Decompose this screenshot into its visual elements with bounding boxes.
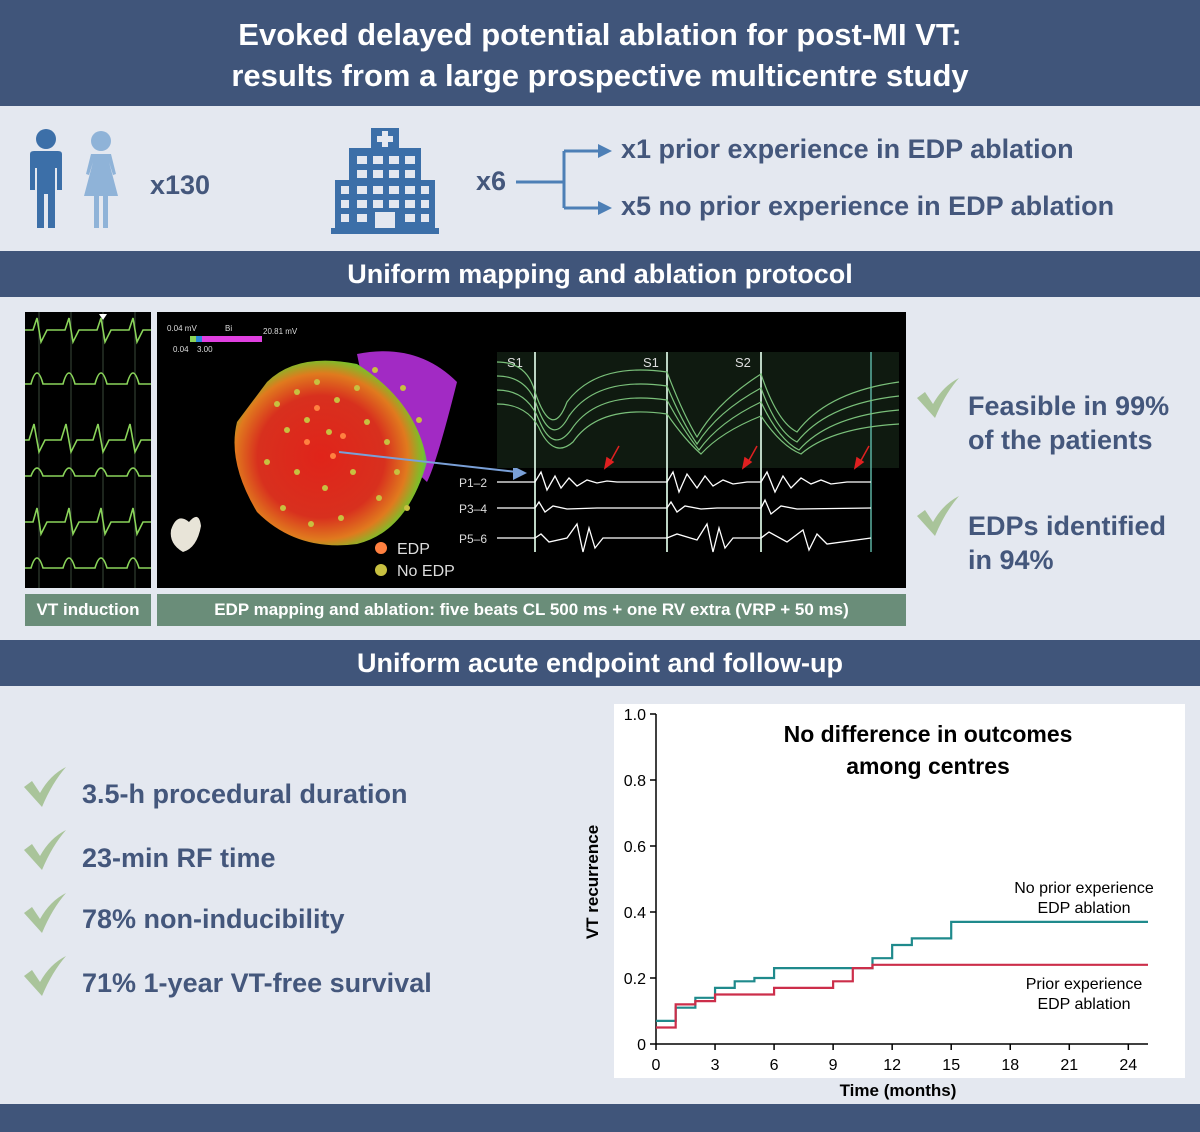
- title-line-1: Evoked delayed potential ablation for po…: [238, 17, 962, 52]
- check-icon: [24, 767, 66, 807]
- chart-title-line2: among centres: [846, 753, 1010, 779]
- series-label-prior-2: EDP ablation: [1037, 996, 1130, 1013]
- egm-label-s2: S2: [735, 355, 751, 370]
- series-label-prior-1: Prior experience: [1026, 976, 1143, 993]
- y-axis-label: VT recurrence: [583, 825, 602, 939]
- y-tick-label: 0.2: [624, 971, 646, 988]
- vt-recurrence-chart: 0 0.2 0.4 0.6 0.8 1.0 0 3 6 9 12 15 18 21 24 No differ…: [583, 704, 1185, 1100]
- x-tick-label: 24: [1119, 1057, 1137, 1074]
- y-tick-label: 0: [637, 1037, 646, 1054]
- footer-band: [0, 1104, 1200, 1132]
- check-icon: [917, 378, 959, 418]
- x-tick-label: 3: [711, 1057, 720, 1074]
- x-tick-label: 15: [942, 1057, 960, 1074]
- egm-label-s1a: S1: [507, 355, 523, 370]
- y-tick-label: 0.4: [624, 905, 646, 922]
- x-tick-label: 0: [652, 1057, 661, 1074]
- edp-mapping-panel: 0.04 mV Bi 20.81 mV 0.04 3.00 EDP No EDP…: [157, 312, 906, 588]
- legend-edp: EDP: [397, 541, 430, 558]
- title-line-2: results from a large prospective multice…: [231, 58, 969, 93]
- scale-tick-1: 0.04: [173, 345, 189, 354]
- check-icon: [917, 496, 959, 536]
- finding-feasible-line2: of the patients: [968, 425, 1153, 455]
- title-banner: Evoked delayed potential ablation for po…: [0, 0, 1200, 106]
- x-axis-label: Time (months): [840, 1081, 957, 1100]
- series-line-prior: [656, 963, 1148, 1029]
- series-label-no-prior-2: EDP ablation: [1037, 900, 1130, 917]
- check-icon: [24, 956, 66, 996]
- result-vt-free-survival: 71% 1-year VT-free survival: [82, 968, 432, 998]
- egm-label-p56: P5–6: [459, 532, 487, 546]
- y-tick-label: 1.0: [624, 707, 646, 724]
- chart-title-line1: No difference in outcomes: [784, 721, 1073, 747]
- scale-high-label: 20.81 mV: [263, 327, 298, 336]
- small-heart-icon: [170, 516, 201, 552]
- y-tick-label: 0.8: [624, 773, 646, 790]
- scale-low-label: 0.04 mV: [167, 324, 197, 333]
- x-tick-label: 21: [1060, 1057, 1078, 1074]
- vt-induction-ecg-panel: [25, 312, 151, 588]
- legend-no-edp: No EDP: [397, 563, 455, 580]
- x-tick-label: 12: [883, 1057, 901, 1074]
- patients-count: x130: [150, 170, 211, 200]
- scale-mode-label: Bi: [225, 324, 232, 333]
- finding-edps-line2: in 94%: [968, 545, 1054, 575]
- finding-edps-line1: EDPs identified: [968, 511, 1167, 541]
- branch-prior-experience: x1 prior experience in EDP ablation: [621, 134, 1074, 164]
- y-tick-label: 0.6: [624, 839, 646, 856]
- scale-tick-2: 3.00: [197, 345, 213, 354]
- followup-section-header: Uniform acute endpoint and follow-up: [0, 640, 1200, 686]
- finding-feasible-line1: Feasible in 99%: [968, 391, 1170, 421]
- female-person-icon: [84, 131, 118, 228]
- protocol-section-header: Uniform mapping and ablation protocol: [0, 251, 1200, 297]
- check-icon: [24, 830, 66, 870]
- result-rf-time: 23-min RF time: [82, 843, 276, 873]
- check-icon: [24, 893, 66, 933]
- result-procedural-duration: 3.5-h procedural duration: [82, 779, 408, 809]
- edp-mapping-caption: EDP mapping and ablation: five beats CL …: [157, 594, 906, 626]
- vt-induction-caption: VT induction: [25, 594, 151, 626]
- branch-arrows: [516, 144, 612, 215]
- x-tick-label: 9: [829, 1057, 838, 1074]
- egm-label-p12: P1–2: [459, 476, 487, 490]
- egm-label-p34: P3–4: [459, 502, 487, 516]
- hospital-icon: [331, 128, 439, 234]
- result-non-inducibility: 78% non-inducibility: [82, 904, 345, 934]
- x-tick-label: 6: [770, 1057, 779, 1074]
- egm-label-s1b: S1: [643, 355, 659, 370]
- x-tick-label: 18: [1001, 1057, 1019, 1074]
- centres-count: x6: [476, 166, 507, 196]
- male-person-icon: [30, 129, 62, 228]
- branch-no-prior-experience: x5 no prior experience in EDP ablation: [621, 191, 1115, 221]
- series-label-no-prior-1: No prior experience: [1014, 880, 1154, 897]
